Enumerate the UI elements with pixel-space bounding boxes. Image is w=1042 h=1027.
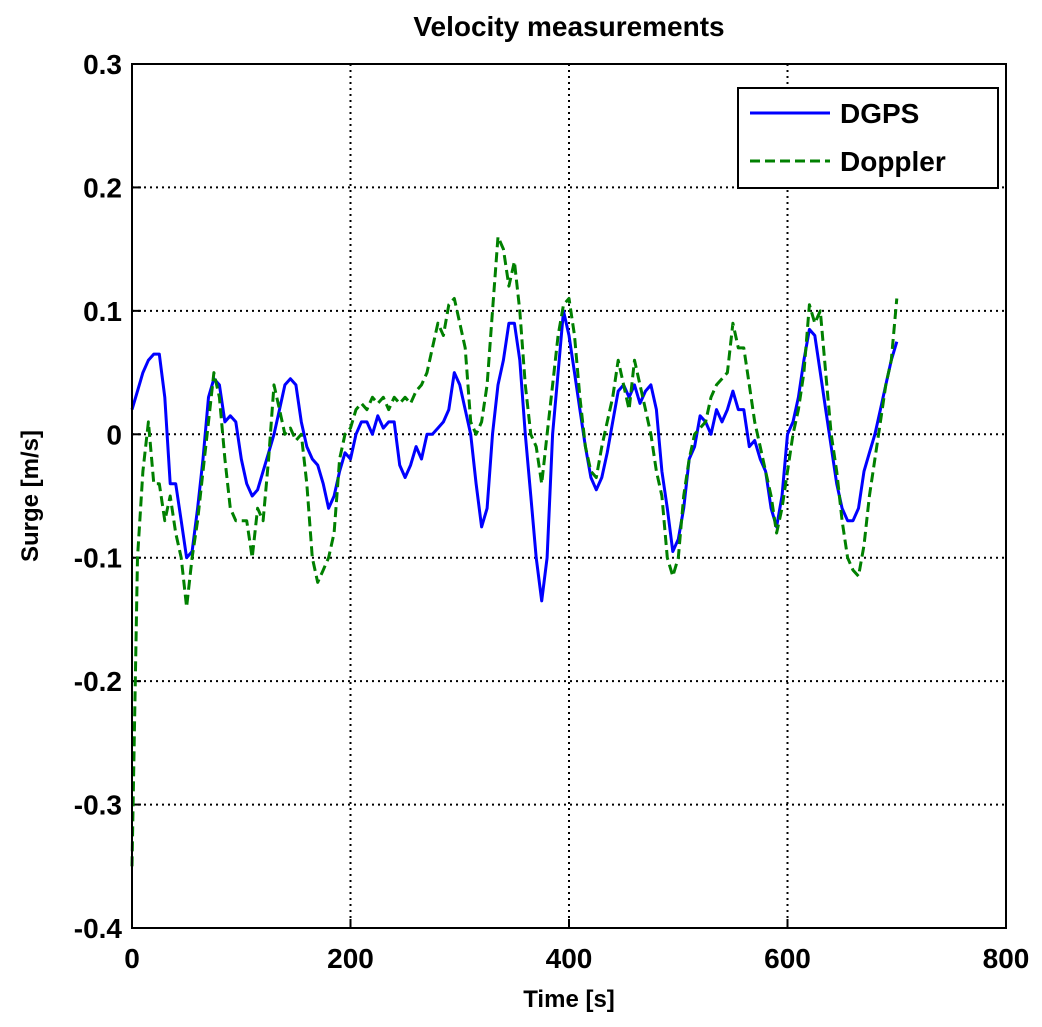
y-tick-label: -0.2 bbox=[74, 666, 122, 697]
plot-frame bbox=[131, 63, 1007, 929]
data-line bbox=[130, 235, 899, 867]
y-tick-label: 0 bbox=[106, 419, 122, 450]
data-line bbox=[130, 309, 899, 603]
legend-box bbox=[737, 87, 999, 189]
x-tick-label: 200 bbox=[327, 943, 374, 974]
x-tick-label: 800 bbox=[983, 943, 1030, 974]
y-tick-label: -0.3 bbox=[74, 790, 122, 821]
y-tick-label: 0.2 bbox=[83, 172, 122, 203]
x-axis-label: Time [s] bbox=[523, 986, 615, 1013]
chart-title: Velocity measurements bbox=[413, 11, 724, 42]
x-tick-label: 600 bbox=[764, 943, 811, 974]
y-tick-label: -0.1 bbox=[74, 543, 122, 574]
y-tick-label: 0.1 bbox=[83, 296, 122, 327]
legend: DGPS Doppler bbox=[737, 87, 999, 189]
legend-label: DGPS bbox=[840, 98, 919, 129]
x-tick-label: 0 bbox=[124, 943, 140, 974]
y-tick-label: -0.4 bbox=[74, 913, 123, 944]
y-axis-label: Surge [m/s] bbox=[17, 430, 44, 562]
legend-label: Doppler bbox=[840, 146, 946, 177]
y-tick-label: 0.3 bbox=[83, 49, 122, 80]
x-tick-label: 400 bbox=[546, 943, 593, 974]
